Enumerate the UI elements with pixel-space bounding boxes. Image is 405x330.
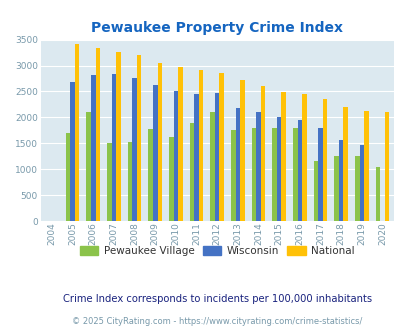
Bar [281,92,285,221]
Text: Crime Index corresponds to incidents per 100,000 inhabitants: Crime Index corresponds to incidents per… [62,294,371,304]
Bar [168,137,173,221]
Text: Pewaukee Property Crime Index: Pewaukee Property Crime Index [91,21,342,35]
Bar [95,48,100,221]
Bar [384,112,388,221]
Bar [219,73,224,221]
Bar [251,128,256,221]
Bar [354,156,359,221]
Bar [297,120,301,221]
Bar [276,117,281,221]
Bar [359,145,363,221]
Bar [91,75,95,221]
Bar [70,82,75,221]
Bar [178,67,182,221]
Bar [198,70,203,221]
Bar [338,140,343,221]
Bar [235,108,239,221]
Bar [86,112,91,221]
Bar [260,86,265,221]
Bar [107,143,111,221]
Bar [111,74,116,221]
Bar [301,93,306,221]
Bar [230,130,235,221]
Bar [189,122,194,221]
Bar [66,133,70,221]
Bar [322,99,326,221]
Bar [153,85,157,221]
Bar [343,107,347,221]
Bar [128,142,132,221]
Bar [148,129,153,221]
Bar [136,55,141,221]
Legend: Pewaukee Village, Wisconsin, National: Pewaukee Village, Wisconsin, National [75,242,358,260]
Bar [132,79,136,221]
Bar [210,112,214,221]
Bar [375,167,379,221]
Bar [194,93,198,221]
Bar [363,111,368,221]
Bar [157,63,162,221]
Bar [318,128,322,221]
Bar [272,128,276,221]
Bar [214,93,219,221]
Bar [292,128,297,221]
Text: © 2025 CityRating.com - https://www.cityrating.com/crime-statistics/: © 2025 CityRating.com - https://www.city… [72,317,362,326]
Bar [173,91,178,221]
Bar [256,112,260,221]
Bar [239,80,244,221]
Bar [75,44,79,221]
Bar [313,161,318,221]
Bar [333,156,338,221]
Bar [116,52,120,221]
